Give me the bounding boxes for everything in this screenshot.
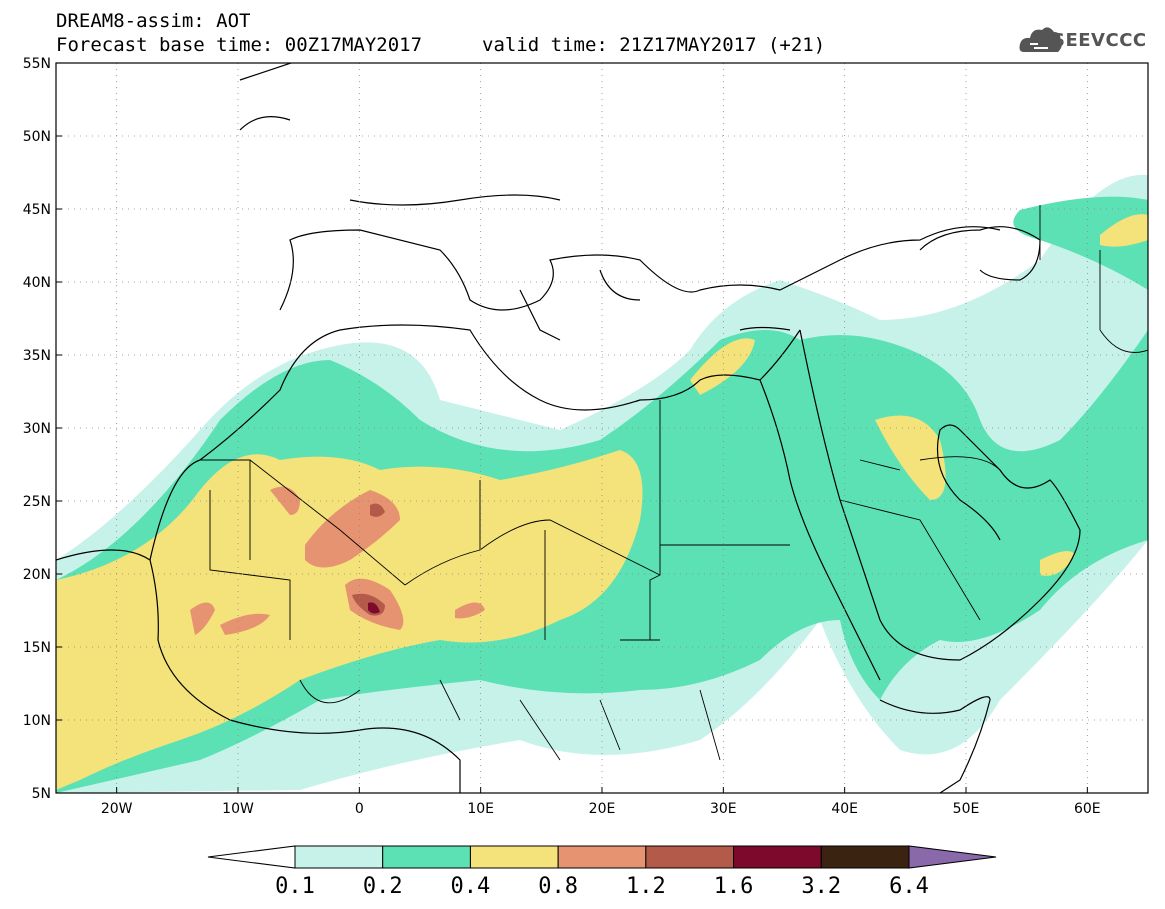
colorbar-level-label: 0.8	[538, 874, 579, 899]
colorbar-box	[733, 845, 822, 869]
lon-label: 10E	[467, 801, 494, 817]
lat-label: 35N	[23, 348, 51, 364]
colorbar-level-label: 0.4	[450, 874, 491, 899]
cloud-icon	[1019, 27, 1062, 52]
valid-time: valid time: 21Z17MAY2017 (+21)	[482, 34, 826, 56]
lon-label: 60E	[1074, 801, 1101, 817]
colorbar-high-arrow	[908, 845, 997, 869]
lon-label: 30E	[710, 801, 737, 817]
lat-label: 25N	[23, 494, 51, 510]
lat-label: 30N	[23, 421, 51, 437]
borders	[200, 205, 1148, 761]
colorbar-box	[645, 845, 735, 869]
latitude-labels: 55N 50N 45N 40N 35N 30N 25N 20N 15N 10N 5N	[23, 56, 51, 802]
colorbar-level-label: 1.2	[625, 874, 666, 899]
lat-label: 20N	[23, 567, 51, 583]
colorbar-level-label: 1.6	[713, 874, 754, 899]
title-line-1: DREAM8-assim: AOT	[56, 10, 251, 32]
colorbar-level-label: 6.4	[889, 874, 929, 899]
longitude-labels: 20W 10W 0 10E 20E 30E 40E 50E 60E	[101, 801, 1101, 817]
colorbar-level-label: 0.1	[275, 874, 315, 899]
colorbar-box	[820, 845, 910, 869]
colorbar-level-label: 0.2	[362, 874, 403, 899]
colorbar-box	[557, 845, 647, 869]
lat-label: 15N	[23, 640, 51, 656]
colorbar-level-label: 3.2	[801, 874, 842, 899]
lat-label: 5N	[32, 786, 51, 802]
lon-label: 20E	[589, 801, 616, 817]
lat-label: 40N	[23, 275, 51, 291]
lon-label: 50E	[953, 801, 980, 817]
lat-label: 50N	[23, 129, 51, 145]
title-line-2: Forecast base time: 00Z17MAY2017	[56, 34, 423, 56]
colorbar-box	[382, 845, 471, 869]
colorbar-box	[294, 845, 384, 869]
lon-label: 10W	[222, 801, 254, 817]
lat-label: 55N	[23, 56, 51, 72]
colorbar-low-arrow	[207, 845, 296, 869]
lon-label: 0	[355, 801, 364, 817]
lat-label: 10N	[23, 713, 51, 729]
lon-label: 20W	[101, 801, 133, 817]
coastlines	[56, 63, 1081, 793]
lon-label: 40E	[831, 801, 858, 817]
logo-text: SEEVCCC	[1052, 30, 1147, 51]
colorbar	[207, 845, 997, 869]
lat-label: 45N	[23, 202, 51, 218]
colorbar-box	[469, 845, 559, 869]
